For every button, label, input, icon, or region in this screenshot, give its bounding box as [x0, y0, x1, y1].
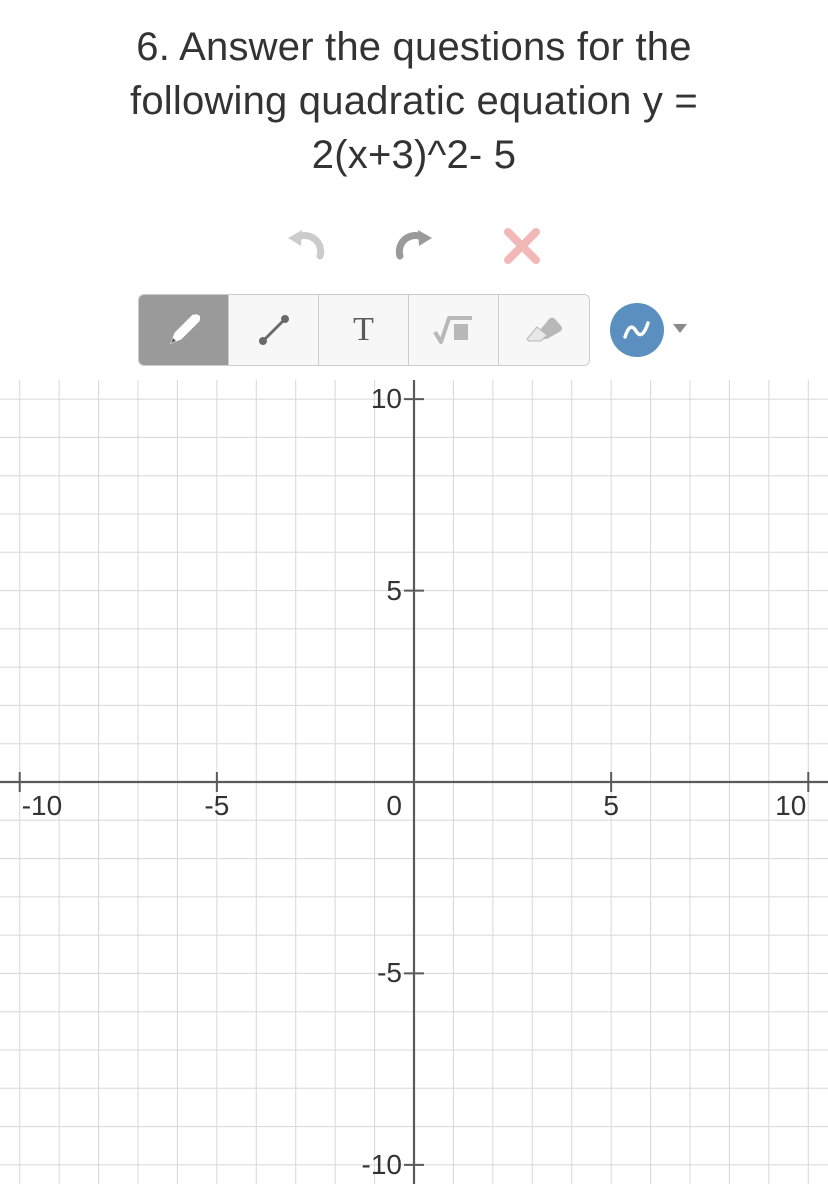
axis-label: -10: [22, 790, 62, 822]
toolbar: T: [0, 294, 828, 366]
undo-button[interactable]: [282, 222, 330, 270]
axis-label: 0: [386, 790, 402, 822]
sqrt-icon: [432, 312, 476, 348]
axis-label: -5: [204, 790, 229, 822]
axis-label: 5: [603, 790, 619, 822]
text-tool[interactable]: T: [319, 295, 409, 365]
redo-button[interactable]: [390, 222, 438, 270]
question-text: 6. Answer the questions for the followin…: [0, 0, 828, 192]
color-dropdown[interactable]: [670, 318, 690, 343]
eraser-icon: [523, 315, 565, 345]
axis-label: 10: [371, 383, 402, 415]
line-tool[interactable]: [229, 295, 319, 365]
action-row: [0, 216, 828, 276]
axis-label: 5: [386, 575, 402, 607]
text-icon: T: [353, 311, 374, 349]
clear-button[interactable]: [498, 222, 546, 270]
line-icon: [254, 310, 294, 350]
coordinate-grid: [0, 380, 828, 1184]
tool-group: T: [138, 294, 590, 366]
chevron-down-icon: [670, 318, 690, 338]
question-line-1: 6. Answer the questions for the: [136, 25, 691, 69]
scribble-color-button[interactable]: [610, 303, 664, 357]
redo-icon: [392, 226, 436, 266]
question-line-3: 2(x+3)^2- 5: [312, 133, 516, 177]
eraser-tool[interactable]: [499, 295, 589, 365]
pencil-tool[interactable]: [139, 295, 229, 365]
close-icon: [502, 226, 542, 266]
axis-label: -5: [377, 957, 402, 989]
graph-area[interactable]: -10 -5 0 5 10 10 5 -5 -10: [0, 380, 828, 1184]
scribble-icon: [620, 313, 654, 347]
math-tool[interactable]: [409, 295, 499, 365]
question-line-2: following quadratic equation y =: [130, 79, 698, 123]
axis-label: 10: [775, 790, 806, 822]
undo-icon: [284, 226, 328, 266]
axis-label: -10: [362, 1149, 402, 1181]
pencil-icon: [165, 311, 203, 349]
